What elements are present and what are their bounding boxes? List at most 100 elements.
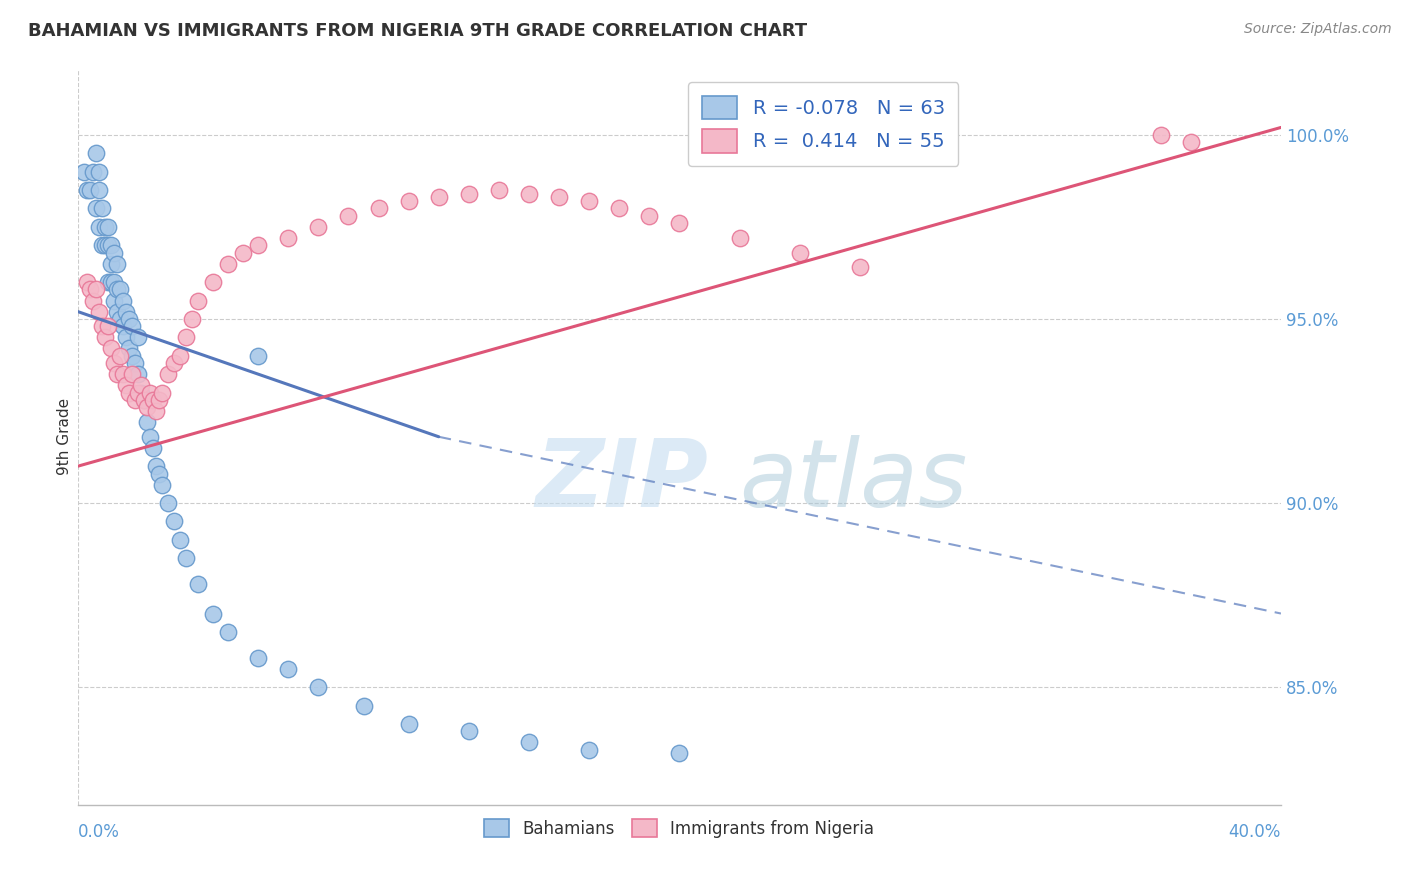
Point [100,257,122,271]
Point [129,385,152,400]
Point [277,662,299,676]
Point [118,342,141,356]
Point [789,245,811,260]
Point [135,415,157,429]
Point [87,164,110,178]
Point [427,190,450,204]
Point [135,401,157,415]
Point [127,330,149,344]
Point [100,342,122,356]
Point [82,164,104,178]
Point [105,367,128,381]
Point [145,404,167,418]
Point [121,349,143,363]
Point [127,367,149,381]
Point [578,743,600,757]
Point [90,202,112,216]
Point [76,275,98,289]
Point [87,219,110,234]
Point [457,724,479,739]
Point [607,202,630,216]
Point [94,330,117,344]
Point [97,275,120,289]
Point [90,319,112,334]
Point [84,146,107,161]
Point [121,367,143,381]
Point [174,330,197,344]
Point [142,392,165,407]
Point [217,257,239,271]
Point [181,312,204,326]
Point [353,698,375,713]
Point [105,283,128,297]
Text: Source: ZipAtlas.com: Source: ZipAtlas.com [1244,22,1392,37]
Point [232,245,254,260]
Text: atlas: atlas [740,435,967,526]
Text: ZIP: ZIP [534,435,707,527]
Point [728,231,751,245]
Point [132,392,155,407]
Point [73,164,96,178]
Point [849,260,872,275]
Point [115,304,138,318]
Y-axis label: 9th Grade: 9th Grade [58,398,72,475]
Point [115,330,138,344]
Point [97,238,120,252]
Point [97,319,120,334]
Point [668,747,690,761]
Point [90,238,112,252]
Point [87,304,110,318]
Point [398,717,420,731]
Point [307,680,329,694]
Point [105,304,128,318]
Point [169,349,191,363]
Point [217,624,239,639]
Point [108,312,131,326]
Point [111,319,134,334]
Point [150,477,173,491]
Text: 0.0%: 0.0% [77,823,120,841]
Point [87,183,110,197]
Text: BAHAMIAN VS IMMIGRANTS FROM NIGERIA 9TH GRADE CORRELATION CHART: BAHAMIAN VS IMMIGRANTS FROM NIGERIA 9TH … [28,22,807,40]
Point [124,392,146,407]
Point [187,293,209,308]
Legend: Bahamians, Immigrants from Nigeria: Bahamians, Immigrants from Nigeria [478,813,882,845]
Point [76,183,98,197]
Point [517,735,540,749]
Point [82,293,104,308]
Point [118,312,141,326]
Point [202,607,225,621]
Point [79,283,101,297]
Point [307,219,329,234]
Point [367,202,389,216]
Point [174,551,197,566]
Point [169,533,191,547]
Point [139,430,162,444]
Point [121,319,143,334]
Point [156,367,179,381]
Point [100,275,122,289]
Point [638,209,661,223]
Point [148,467,170,481]
Point [103,293,125,308]
Point [124,356,146,370]
Point [79,183,101,197]
Point [108,283,131,297]
Point [111,293,134,308]
Point [156,496,179,510]
Text: 40.0%: 40.0% [1229,823,1281,841]
Point [247,349,270,363]
Point [1180,135,1202,149]
Point [163,515,186,529]
Point [129,378,152,392]
Point [187,577,209,591]
Point [145,459,167,474]
Point [277,231,299,245]
Point [398,194,420,208]
Point [578,194,600,208]
Point [668,216,690,230]
Point [150,385,173,400]
Point [517,186,540,201]
Point [163,356,186,370]
Point [139,385,162,400]
